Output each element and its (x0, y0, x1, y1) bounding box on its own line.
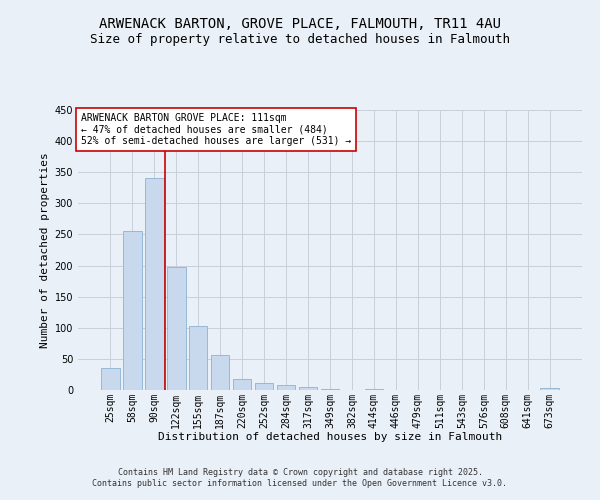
Text: ARWENACK BARTON, GROVE PLACE, FALMOUTH, TR11 4AU: ARWENACK BARTON, GROVE PLACE, FALMOUTH, … (99, 18, 501, 32)
Bar (233, 379, 251, 390)
Bar (320, 389, 340, 390)
Text: Contains HM Land Registry data © Crown copyright and database right 2025.
Contai: Contains HM Land Registry data © Crown c… (92, 468, 508, 487)
Bar (189, 326, 208, 390)
Bar (211, 354, 229, 390)
Text: ARWENACK BARTON GROVE PLACE: 111sqm
← 47% of detached houses are smaller (484)
5: ARWENACK BARTON GROVE PLACE: 111sqm ← 47… (80, 113, 351, 146)
Text: Size of property relative to detached houses in Falmouth: Size of property relative to detached ho… (90, 32, 510, 46)
Bar (101, 368, 119, 390)
Bar (541, 388, 559, 390)
Y-axis label: Number of detached properties: Number of detached properties (40, 152, 50, 348)
Bar (277, 385, 295, 390)
Bar (167, 267, 185, 390)
Bar (145, 178, 164, 390)
Bar (299, 387, 317, 390)
Bar (255, 383, 274, 390)
X-axis label: Distribution of detached houses by size in Falmouth: Distribution of detached houses by size … (158, 432, 502, 442)
Bar (123, 230, 142, 390)
